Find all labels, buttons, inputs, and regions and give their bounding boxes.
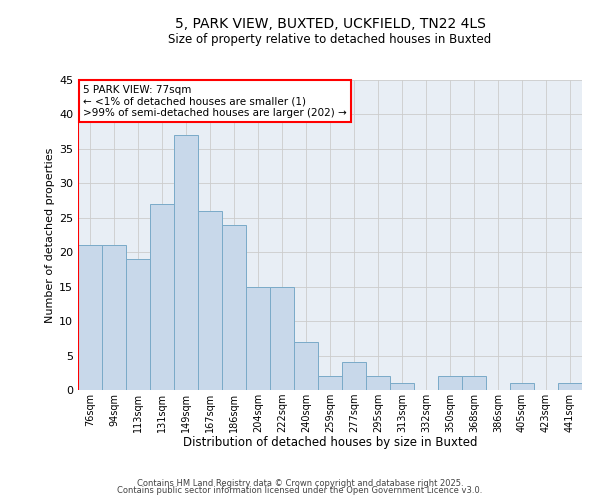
Bar bbox=[558, 383, 582, 390]
Bar bbox=[222, 224, 246, 390]
Bar bbox=[318, 376, 342, 390]
Bar bbox=[150, 204, 174, 390]
Bar bbox=[198, 211, 222, 390]
Bar bbox=[366, 376, 390, 390]
Bar bbox=[102, 246, 126, 390]
Bar bbox=[270, 286, 294, 390]
Text: Contains HM Land Registry data © Crown copyright and database right 2025.: Contains HM Land Registry data © Crown c… bbox=[137, 478, 463, 488]
Y-axis label: Number of detached properties: Number of detached properties bbox=[45, 148, 55, 322]
Bar bbox=[246, 286, 270, 390]
Text: Contains public sector information licensed under the Open Government Licence v3: Contains public sector information licen… bbox=[118, 486, 482, 495]
Bar bbox=[126, 259, 150, 390]
X-axis label: Distribution of detached houses by size in Buxted: Distribution of detached houses by size … bbox=[183, 436, 477, 450]
Bar bbox=[294, 342, 318, 390]
Bar bbox=[390, 383, 414, 390]
Bar bbox=[342, 362, 366, 390]
Bar bbox=[438, 376, 462, 390]
Text: 5, PARK VIEW, BUXTED, UCKFIELD, TN22 4LS: 5, PARK VIEW, BUXTED, UCKFIELD, TN22 4LS bbox=[175, 18, 485, 32]
Bar bbox=[174, 135, 198, 390]
Bar bbox=[78, 246, 102, 390]
Text: Size of property relative to detached houses in Buxted: Size of property relative to detached ho… bbox=[169, 32, 491, 46]
Text: 5 PARK VIEW: 77sqm
← <1% of detached houses are smaller (1)
>99% of semi-detache: 5 PARK VIEW: 77sqm ← <1% of detached hou… bbox=[83, 84, 347, 118]
Bar bbox=[462, 376, 486, 390]
Bar bbox=[510, 383, 534, 390]
